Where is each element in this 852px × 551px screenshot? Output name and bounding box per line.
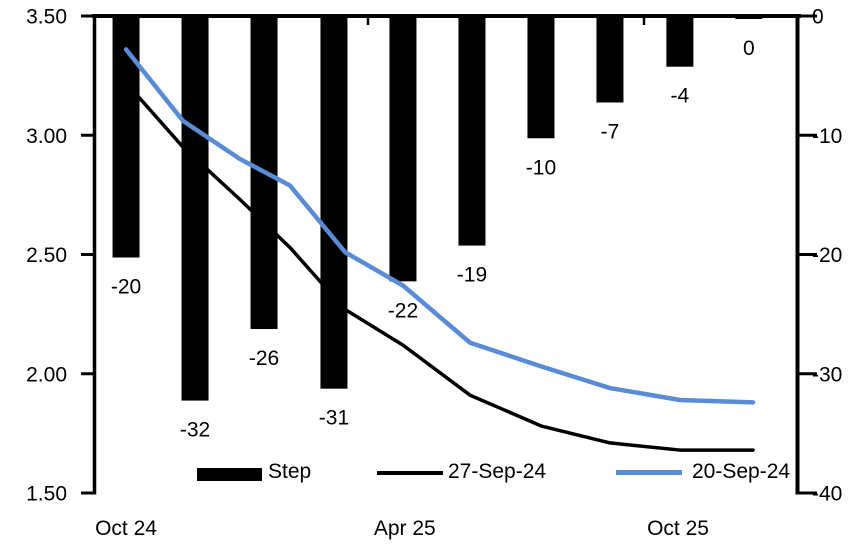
bar	[112, 14, 140, 258]
bar	[320, 14, 348, 389]
bar	[181, 14, 209, 401]
bar	[596, 14, 624, 103]
bar-value-label: -26	[249, 347, 279, 370]
bar	[458, 14, 486, 246]
right-axis-tick-label: -40	[812, 483, 842, 506]
series-line-20-Sep-24	[123, 47, 756, 405]
legend-step-label: Step	[268, 460, 312, 483]
bar-value-label: -19	[457, 264, 487, 287]
right-axis-tick-label: -30	[812, 363, 842, 386]
right-axis-tick-label: 0	[812, 6, 824, 29]
bar-value-label: 0	[743, 37, 755, 60]
bar-value-label: -10	[526, 156, 556, 179]
left-axis-tick-label: 3.50	[26, 6, 67, 29]
legend-27sep-line-swatch	[377, 471, 443, 475]
x-axis-label: Oct 24	[95, 517, 157, 540]
bar-value-label: -31	[319, 407, 349, 430]
legend-27sep-label: 27-Sep-24	[448, 460, 547, 483]
left-axis-tick-label: 2.50	[26, 244, 67, 267]
bar-value-label: -4	[671, 85, 690, 108]
bar-value-label: -7	[601, 120, 620, 143]
bar	[666, 14, 694, 67]
legend-step-swatch	[197, 468, 262, 481]
bar-value-label: -22	[388, 299, 418, 322]
bar-value-label: -32	[180, 419, 210, 442]
right-axis-tick-label: -10	[812, 125, 842, 148]
left-axis-tick-label: 1.50	[26, 483, 67, 506]
x-axis-label: Oct 25	[647, 517, 709, 540]
legend-20sep-label: 20-Sep-24	[692, 460, 791, 483]
bar-value-label: -20	[111, 276, 141, 299]
bar	[527, 14, 555, 139]
legend-20sep-line-swatch	[616, 470, 682, 475]
bar	[389, 14, 417, 282]
series-line-27-Sep-24	[124, 81, 755, 452]
left-axis-tick-label: 3.00	[26, 125, 67, 148]
right-axis-tick-label: -20	[812, 244, 842, 267]
left-axis-tick-label: 2.00	[26, 363, 67, 386]
x-axis-label: Apr 25	[374, 517, 436, 540]
